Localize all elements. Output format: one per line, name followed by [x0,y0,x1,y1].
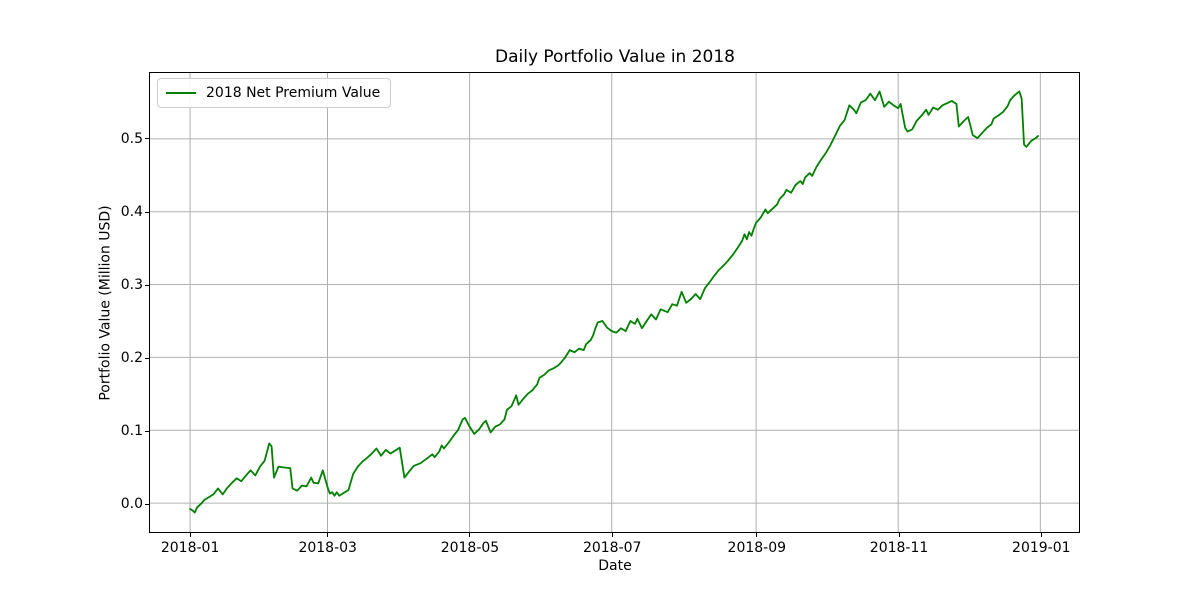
x-tick-label: 2018-07 [582,540,642,556]
x-tick-mark [1040,533,1042,537]
plot-canvas [150,73,1079,532]
portfolio-value-line [189,90,1039,514]
y-tick-label: 0.3 [120,277,143,293]
x-tick-label: 2018-01 [160,540,220,556]
y-tick-mark [145,503,149,505]
x-tick-label: 2018-09 [727,540,787,556]
legend: 2018 Net Premium Value [157,78,392,108]
y-tick-label: 0.5 [120,130,143,147]
x-tick-mark [189,533,191,537]
x-axis-label: Date [598,558,632,574]
y-tick-label: 0.2 [120,350,143,366]
x-tick-mark [327,533,329,537]
x-tick-label: 2018-03 [298,540,357,556]
x-tick-mark [469,533,471,537]
legend-label: 2018 Net Premium Value [206,85,381,101]
x-tick-label: 2019-01 [1012,540,1071,556]
y-tick-mark [145,357,149,359]
y-axis-label: Portfolio Value (Million USD) [97,205,114,401]
y-tick-mark [145,284,149,286]
x-tick-mark [756,533,758,537]
y-tick-label: 0.1 [120,423,143,439]
x-tick-mark [611,533,613,537]
y-tick-mark [145,138,149,140]
y-tick-mark [145,211,149,213]
y-tick-mark [145,430,149,432]
x-tick-label: 2018-05 [440,540,500,556]
x-tick-mark [898,533,900,537]
x-tick-label: 2018-11 [869,540,929,556]
legend-line-sample [166,92,196,94]
y-tick-label: 0.0 [120,496,143,513]
chart-title: Daily Portfolio Value in 2018 [494,47,735,67]
y-tick-label: 0.4 [120,204,143,220]
plot-area [149,72,1080,533]
